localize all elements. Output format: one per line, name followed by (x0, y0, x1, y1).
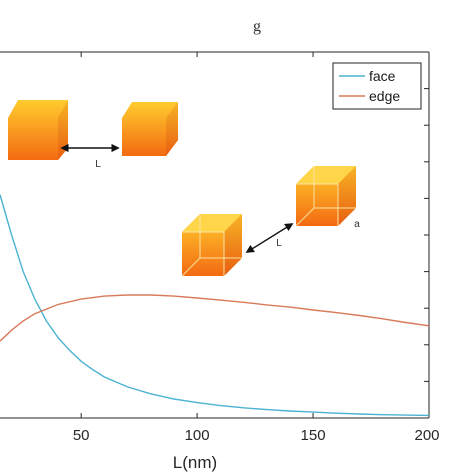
edge-distance-label: L (276, 238, 282, 249)
x-tick-labels: 50 100 150 200 (73, 427, 440, 444)
series-line-edge (0, 294, 430, 342)
series-layer (0, 194, 430, 417)
x-tick-label-50: 50 (73, 427, 90, 444)
x-axis-label: L(nm) (173, 453, 217, 472)
x-tick-label-100: 100 (185, 427, 210, 444)
cube-right-face-pair (122, 102, 178, 156)
legend-label-edge: edge (369, 88, 400, 104)
cube-lower-edge-pair (181, 214, 242, 277)
edge-distance-arrow (245, 223, 294, 253)
cube-upper-edge-pair (295, 166, 356, 227)
legend-label-face: face (369, 68, 396, 84)
cube-left-face-pair (8, 100, 68, 160)
face-distance-label: L (95, 159, 101, 170)
top-text-fragment: g (253, 18, 261, 35)
legend-box (332, 62, 422, 110)
edge-pair-illustration: L a (181, 166, 360, 277)
x-axis-ticks (80, 52, 430, 418)
cube-edge-length-label: a (354, 219, 360, 230)
legend: face edge (332, 62, 422, 110)
series-line-face (0, 194, 430, 417)
right-axis-ticks (424, 88, 429, 382)
face-pair-illustration: L (8, 100, 178, 170)
x-tick-label-150: 150 (301, 427, 326, 444)
x-tick-label-200: 200 (414, 427, 439, 444)
